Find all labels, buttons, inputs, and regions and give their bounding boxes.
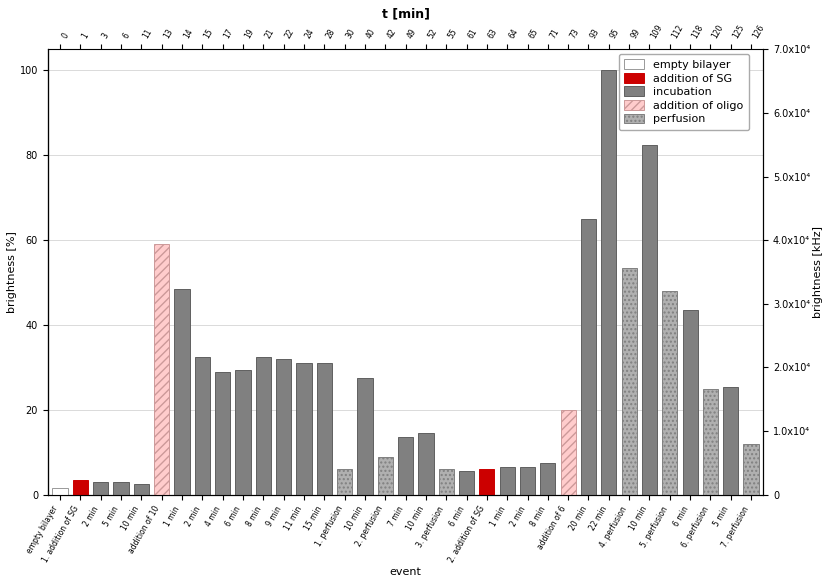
Bar (134, 484, 149, 495)
Bar (276, 359, 291, 495)
Bar (459, 471, 474, 495)
Bar (703, 389, 718, 495)
Bar (601, 71, 617, 495)
Bar (682, 310, 698, 495)
Bar (581, 219, 596, 495)
Bar (215, 371, 230, 495)
Bar (418, 433, 433, 495)
Bar (357, 378, 373, 495)
Bar (540, 463, 555, 495)
Bar (500, 467, 515, 495)
Bar (154, 245, 169, 495)
Bar (73, 480, 88, 495)
Bar (236, 370, 251, 495)
Bar (93, 482, 108, 495)
Bar (52, 488, 67, 495)
X-axis label: event: event (389, 567, 422, 577)
Y-axis label: brightness [kHz]: brightness [kHz] (813, 226, 823, 318)
Bar (560, 410, 576, 495)
Bar (662, 291, 677, 495)
Bar (256, 357, 271, 495)
Bar (479, 470, 495, 495)
Bar (296, 363, 311, 495)
Y-axis label: brightness [%]: brightness [%] (7, 231, 17, 313)
Bar (520, 467, 535, 495)
Bar (337, 470, 352, 495)
Bar (195, 357, 210, 495)
Bar (378, 457, 393, 495)
Bar (744, 444, 759, 495)
Bar (723, 387, 739, 495)
Bar (174, 289, 189, 495)
X-axis label: t [min]: t [min] (382, 7, 430, 20)
Bar (642, 145, 657, 495)
Legend: empty bilayer, addition of SG, incubation, addition of oligo, perfusion: empty bilayer, addition of SG, incubatio… (618, 54, 749, 130)
Bar (398, 437, 413, 495)
Bar (438, 470, 454, 495)
Bar (316, 363, 332, 495)
Bar (622, 268, 637, 495)
Bar (114, 482, 129, 495)
